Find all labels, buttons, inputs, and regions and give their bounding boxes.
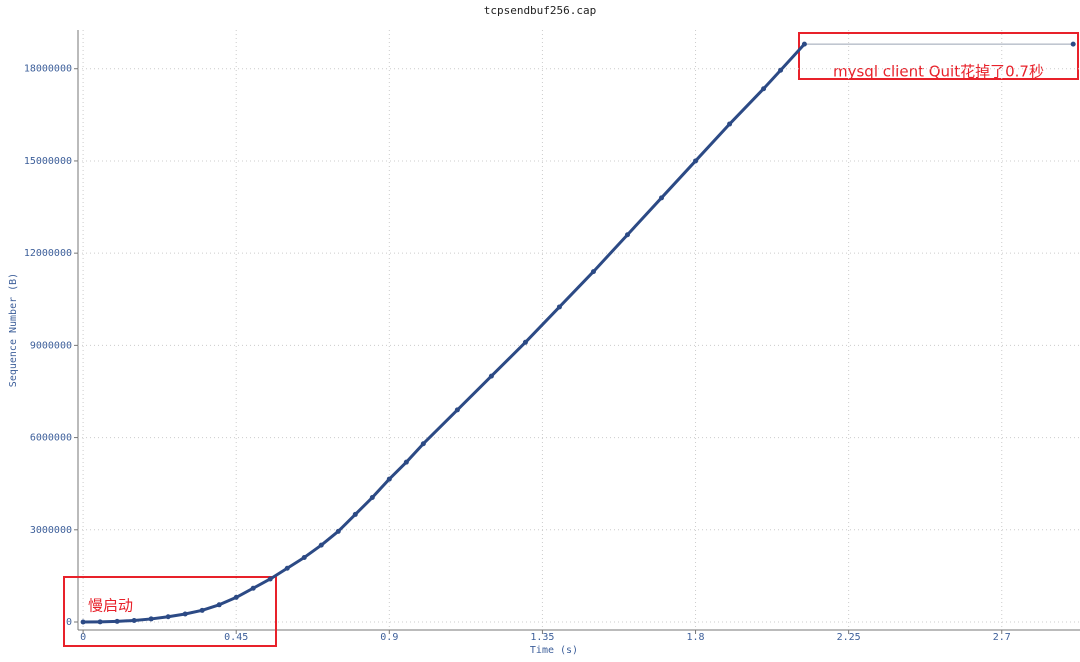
data-point [556,304,562,310]
data-point [488,373,494,379]
y-tick-label: 12000000 [24,248,72,259]
series-segment [591,233,629,274]
data-point [318,542,324,548]
x-tick-label: 0.9 [380,632,398,643]
series-segment [455,374,493,412]
series-segment [421,408,459,446]
series-segment [217,595,238,607]
data-point [250,585,256,591]
data-point [267,576,273,582]
data-point [131,617,137,623]
x-tick-label: 1.35 [530,632,554,643]
series-segment [336,512,357,533]
data-point [199,607,205,613]
series-segment [694,122,732,163]
data-point [778,67,784,73]
series-segment [557,270,595,309]
data-point [335,528,341,534]
data-point [80,619,86,625]
data-point [301,554,307,560]
data-point [148,616,154,622]
y-tick-label: 9000000 [30,340,72,351]
data-point [659,195,665,201]
x-tick-label: 2.7 [993,632,1011,643]
data-point [114,618,120,624]
x-tick-label: 0 [80,632,86,643]
y-tick-label: 6000000 [30,433,72,444]
series-segment [234,586,255,599]
data-point [727,121,733,127]
data-point [403,459,409,465]
series-segment [302,543,323,559]
y-tick-label: 0 [66,617,72,628]
y-tick-label: 18000000 [24,64,72,75]
data-point [352,511,358,517]
annotation-box [63,576,277,647]
series-segment [489,340,527,378]
data-point [522,339,528,345]
series-segment [370,477,391,500]
chart-title: tcpsendbuf256.cap [484,4,597,17]
annotation-box [798,32,1079,80]
series-segment [387,460,408,481]
series-segment [149,615,170,621]
y-tick-label: 3000000 [30,525,72,536]
x-tick-label: 2.25 [837,632,861,643]
series-segment [523,305,561,344]
series-segment [728,87,766,126]
data-point [369,495,375,501]
x-tick-label: 1.8 [687,632,705,643]
series-segment [660,159,698,200]
data-point [454,407,460,413]
series-segment [166,612,187,619]
data-point [216,602,222,608]
annotation: mysql client Quit花掉了0.7秒 [833,63,1044,81]
data-point [165,614,171,620]
y-tick-label: 15000000 [24,156,72,167]
data-point [284,565,290,571]
series-segment [319,529,340,547]
data-point [761,86,767,92]
data-point [97,619,103,625]
data-point [801,41,807,47]
y-axis-label: Sequence Number (B) [8,273,19,387]
data-point [693,158,699,164]
series-segment [285,555,306,570]
series-segment [115,618,136,623]
data-point [1070,41,1076,47]
data-point [624,232,630,238]
x-tick-label: 0.45 [224,632,248,643]
series-segment [625,196,664,237]
data-point [420,441,426,447]
series-segment [132,617,153,622]
series-segment [200,603,221,612]
series-segment [404,442,425,464]
series-segment [762,68,783,91]
series-segment [353,496,374,516]
series-line [83,43,1074,623]
series-segment [183,608,204,616]
series-segment [251,577,272,590]
series-segment [268,566,289,581]
data-point [233,594,239,600]
x-axis-label: Time (s) [530,645,578,656]
annotation: 慢启动 [88,597,133,615]
data-point [590,269,596,275]
data-point [386,476,392,482]
data-point [182,611,188,617]
series-segment [779,42,806,72]
